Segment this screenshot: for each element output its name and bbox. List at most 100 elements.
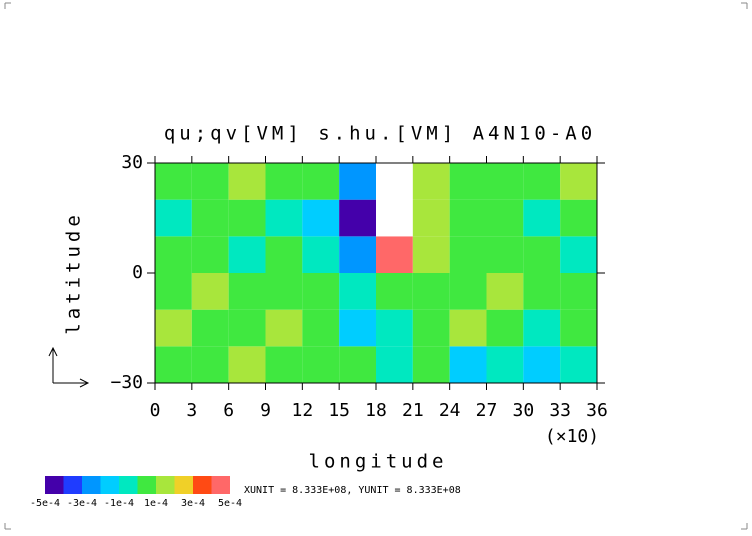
colorbar-label: 1e-4 — [144, 498, 168, 509]
contour-cell — [265, 346, 303, 383]
x-tick-label: 24 — [439, 400, 461, 421]
colorbar-label: -1e-4 — [104, 498, 134, 509]
contour-cell — [376, 199, 413, 237]
contour-cell — [486, 346, 524, 383]
contour-cell — [339, 309, 376, 347]
contour-cell — [449, 346, 487, 383]
plot-area — [155, 163, 597, 383]
contour-cell — [191, 273, 229, 310]
contour-cell — [228, 346, 266, 383]
contour-cell — [486, 309, 524, 347]
x-tick-label: 9 — [260, 400, 271, 421]
colorbar-swatch — [63, 476, 82, 494]
contour-cell — [449, 163, 487, 200]
contour-cell — [376, 273, 413, 310]
y-tick-label: 30 — [121, 152, 143, 173]
contour-cell — [523, 309, 561, 347]
contour-cell — [376, 346, 413, 383]
contour-cell — [265, 273, 303, 310]
contour-cell — [265, 236, 303, 273]
contour-cell — [191, 199, 229, 237]
contour-cell — [302, 199, 340, 237]
contour-cell — [339, 346, 376, 383]
colorbar-swatch — [82, 476, 101, 494]
contour-cell — [228, 199, 266, 237]
colorbar-swatch — [174, 476, 193, 494]
contour-cell — [339, 199, 376, 237]
contour-cell — [449, 236, 487, 273]
x-tick-label: 36 — [586, 400, 608, 421]
contour-cell — [155, 346, 192, 383]
contour-cell — [302, 346, 340, 383]
colorbar-label: -5e-4 — [30, 498, 60, 509]
contour-cell — [486, 199, 524, 237]
x-tick-label: 0 — [150, 400, 161, 421]
colorbar-swatch — [211, 476, 230, 494]
contour-cell — [155, 199, 192, 237]
x-tick-label: 27 — [476, 400, 498, 421]
contour-cell — [412, 309, 450, 347]
x-tick-label: 12 — [291, 400, 313, 421]
x-tick-label: 18 — [365, 400, 387, 421]
contour-cell — [486, 163, 524, 200]
contour-cell — [265, 309, 303, 347]
reference-vector — [48, 346, 90, 388]
chart-title: qu;qv[VM] s.hu.[VM] A4N10-A0 — [164, 123, 596, 145]
contour-cell — [191, 163, 229, 200]
contour-cell — [302, 163, 340, 200]
x-tick-label: 30 — [512, 400, 534, 421]
colorbar-label: 5e-4 — [218, 498, 242, 509]
contour-cell — [155, 163, 192, 200]
contour-cell — [339, 273, 376, 310]
contour-cell — [376, 236, 413, 273]
x-tick-label: 3 — [186, 400, 197, 421]
x-tick-label: 21 — [402, 400, 424, 421]
contour-cell — [523, 163, 561, 200]
colorbar-swatch — [45, 476, 64, 494]
contour-cell — [191, 236, 229, 273]
colorbar-swatch — [100, 476, 119, 494]
colorbar-label: 3e-4 — [181, 498, 205, 509]
contour-cell — [449, 273, 487, 310]
contour-cell — [412, 236, 450, 273]
contour-cell — [412, 273, 450, 310]
contour-cell — [228, 309, 266, 347]
contour-cell — [412, 346, 450, 383]
contour-cell — [560, 273, 597, 310]
contour-cell — [155, 236, 192, 273]
contour-cell — [228, 163, 266, 200]
contour-cell — [523, 199, 561, 237]
y-axis-label: latitude — [63, 211, 85, 335]
corner-marks — [4, 2, 748, 530]
contour-cell — [412, 163, 450, 200]
colorbar-swatch — [156, 476, 175, 494]
contour-cell — [376, 163, 413, 200]
x-axis-label: longitude — [309, 451, 448, 473]
contour-cell — [265, 163, 303, 200]
contour-cell — [560, 236, 597, 273]
colorbar-swatch — [193, 476, 212, 494]
contour-cell — [560, 163, 597, 200]
contour-cell — [339, 163, 376, 200]
contour-cell — [302, 309, 340, 347]
y-tick-label: 0 — [132, 262, 143, 283]
colorbar-label: -3e-4 — [67, 498, 97, 509]
x-unit-note: (×10) — [545, 426, 599, 447]
contour-cell — [412, 199, 450, 237]
contour-cell — [376, 309, 413, 347]
contour-cell — [486, 273, 524, 310]
contour-cell — [228, 236, 266, 273]
colorbar-swatch — [119, 476, 138, 494]
contour-cell — [560, 309, 597, 347]
contour-cell — [523, 346, 561, 383]
contour-cell — [449, 199, 487, 237]
contour-cell — [191, 346, 229, 383]
contour-cell — [302, 236, 340, 273]
contour-cell — [560, 346, 597, 383]
contour-cell — [523, 236, 561, 273]
contour-cell — [265, 199, 303, 237]
contour-cell — [449, 309, 487, 347]
contour-cell — [191, 309, 229, 347]
contour-cell — [486, 236, 524, 273]
